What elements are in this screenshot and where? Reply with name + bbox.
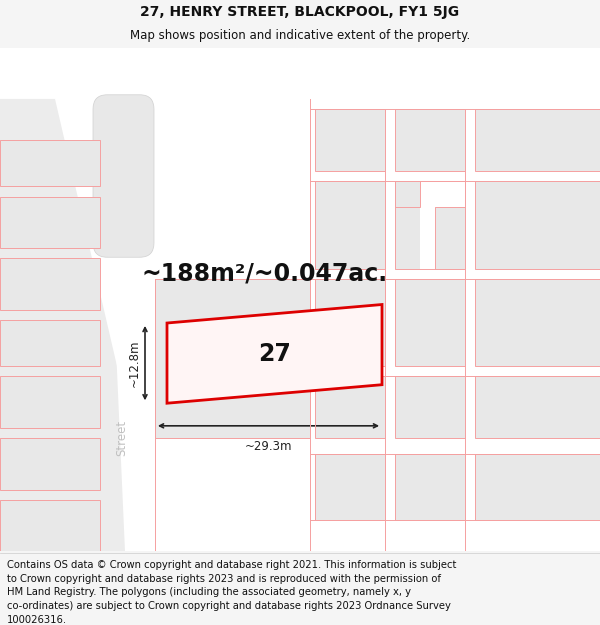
Bar <box>0 140 100 186</box>
Bar <box>475 376 600 438</box>
Text: Contains OS data © Crown copyright and database right 2021. This information is : Contains OS data © Crown copyright and d… <box>7 560 457 570</box>
Text: HM Land Registry. The polygons (including the associated geometry, namely x, y: HM Land Registry. The polygons (includin… <box>7 588 411 598</box>
Bar <box>0 438 100 489</box>
Text: co-ordinates) are subject to Crown copyright and database rights 2023 Ordnance S: co-ordinates) are subject to Crown copyr… <box>7 601 451 611</box>
Bar <box>395 376 465 438</box>
Bar <box>155 279 310 438</box>
Bar <box>0 438 100 489</box>
Bar <box>0 500 100 551</box>
Bar <box>0 258 100 309</box>
Text: Map shows position and indicative extent of the property.: Map shows position and indicative extent… <box>130 29 470 42</box>
Text: to Crown copyright and database rights 2023 and is reproduced with the permissio: to Crown copyright and database rights 2… <box>7 574 441 584</box>
Bar <box>315 109 385 171</box>
Bar <box>0 376 100 428</box>
Bar <box>475 279 600 366</box>
Bar <box>0 320 100 366</box>
Bar <box>395 109 465 171</box>
Bar <box>395 279 465 366</box>
Bar <box>475 454 600 521</box>
Text: 100026316.: 100026316. <box>7 614 67 624</box>
Bar <box>315 376 385 438</box>
Bar <box>395 109 465 171</box>
FancyBboxPatch shape <box>93 95 154 258</box>
Bar <box>315 376 385 438</box>
Bar <box>0 376 100 428</box>
Bar <box>315 181 385 269</box>
Bar <box>315 181 385 269</box>
Bar <box>0 258 100 309</box>
Text: 27, HENRY STREET, BLACKPOOL, FY1 5JG: 27, HENRY STREET, BLACKPOOL, FY1 5JG <box>140 5 460 19</box>
Bar <box>395 454 465 521</box>
Text: Street: Street <box>115 420 128 456</box>
Bar <box>0 320 100 366</box>
Bar <box>395 376 465 438</box>
Text: ~29.3m: ~29.3m <box>245 440 292 453</box>
Bar <box>475 181 600 269</box>
Bar <box>475 109 600 171</box>
Bar <box>435 207 465 269</box>
Bar <box>475 109 600 171</box>
Polygon shape <box>0 99 160 551</box>
Text: 27: 27 <box>258 342 291 366</box>
Bar <box>395 454 465 521</box>
Bar <box>315 109 385 171</box>
Polygon shape <box>105 99 160 551</box>
Bar <box>0 197 100 248</box>
Bar <box>315 279 385 366</box>
Bar <box>315 454 385 521</box>
Bar <box>315 279 385 366</box>
Polygon shape <box>167 304 382 403</box>
Bar <box>475 376 600 438</box>
Bar <box>475 181 600 269</box>
Bar <box>155 279 310 438</box>
Bar <box>475 454 600 521</box>
Bar <box>475 279 600 366</box>
Text: ~12.8m: ~12.8m <box>128 339 141 387</box>
Bar <box>395 181 465 269</box>
Bar <box>395 181 420 207</box>
Bar <box>0 197 100 248</box>
Bar <box>395 279 465 366</box>
Bar <box>395 181 420 269</box>
Bar <box>435 207 465 269</box>
Bar <box>0 140 100 186</box>
Text: ~188m²/~0.047ac.: ~188m²/~0.047ac. <box>142 262 388 286</box>
Bar <box>0 500 100 551</box>
Bar <box>315 454 385 521</box>
